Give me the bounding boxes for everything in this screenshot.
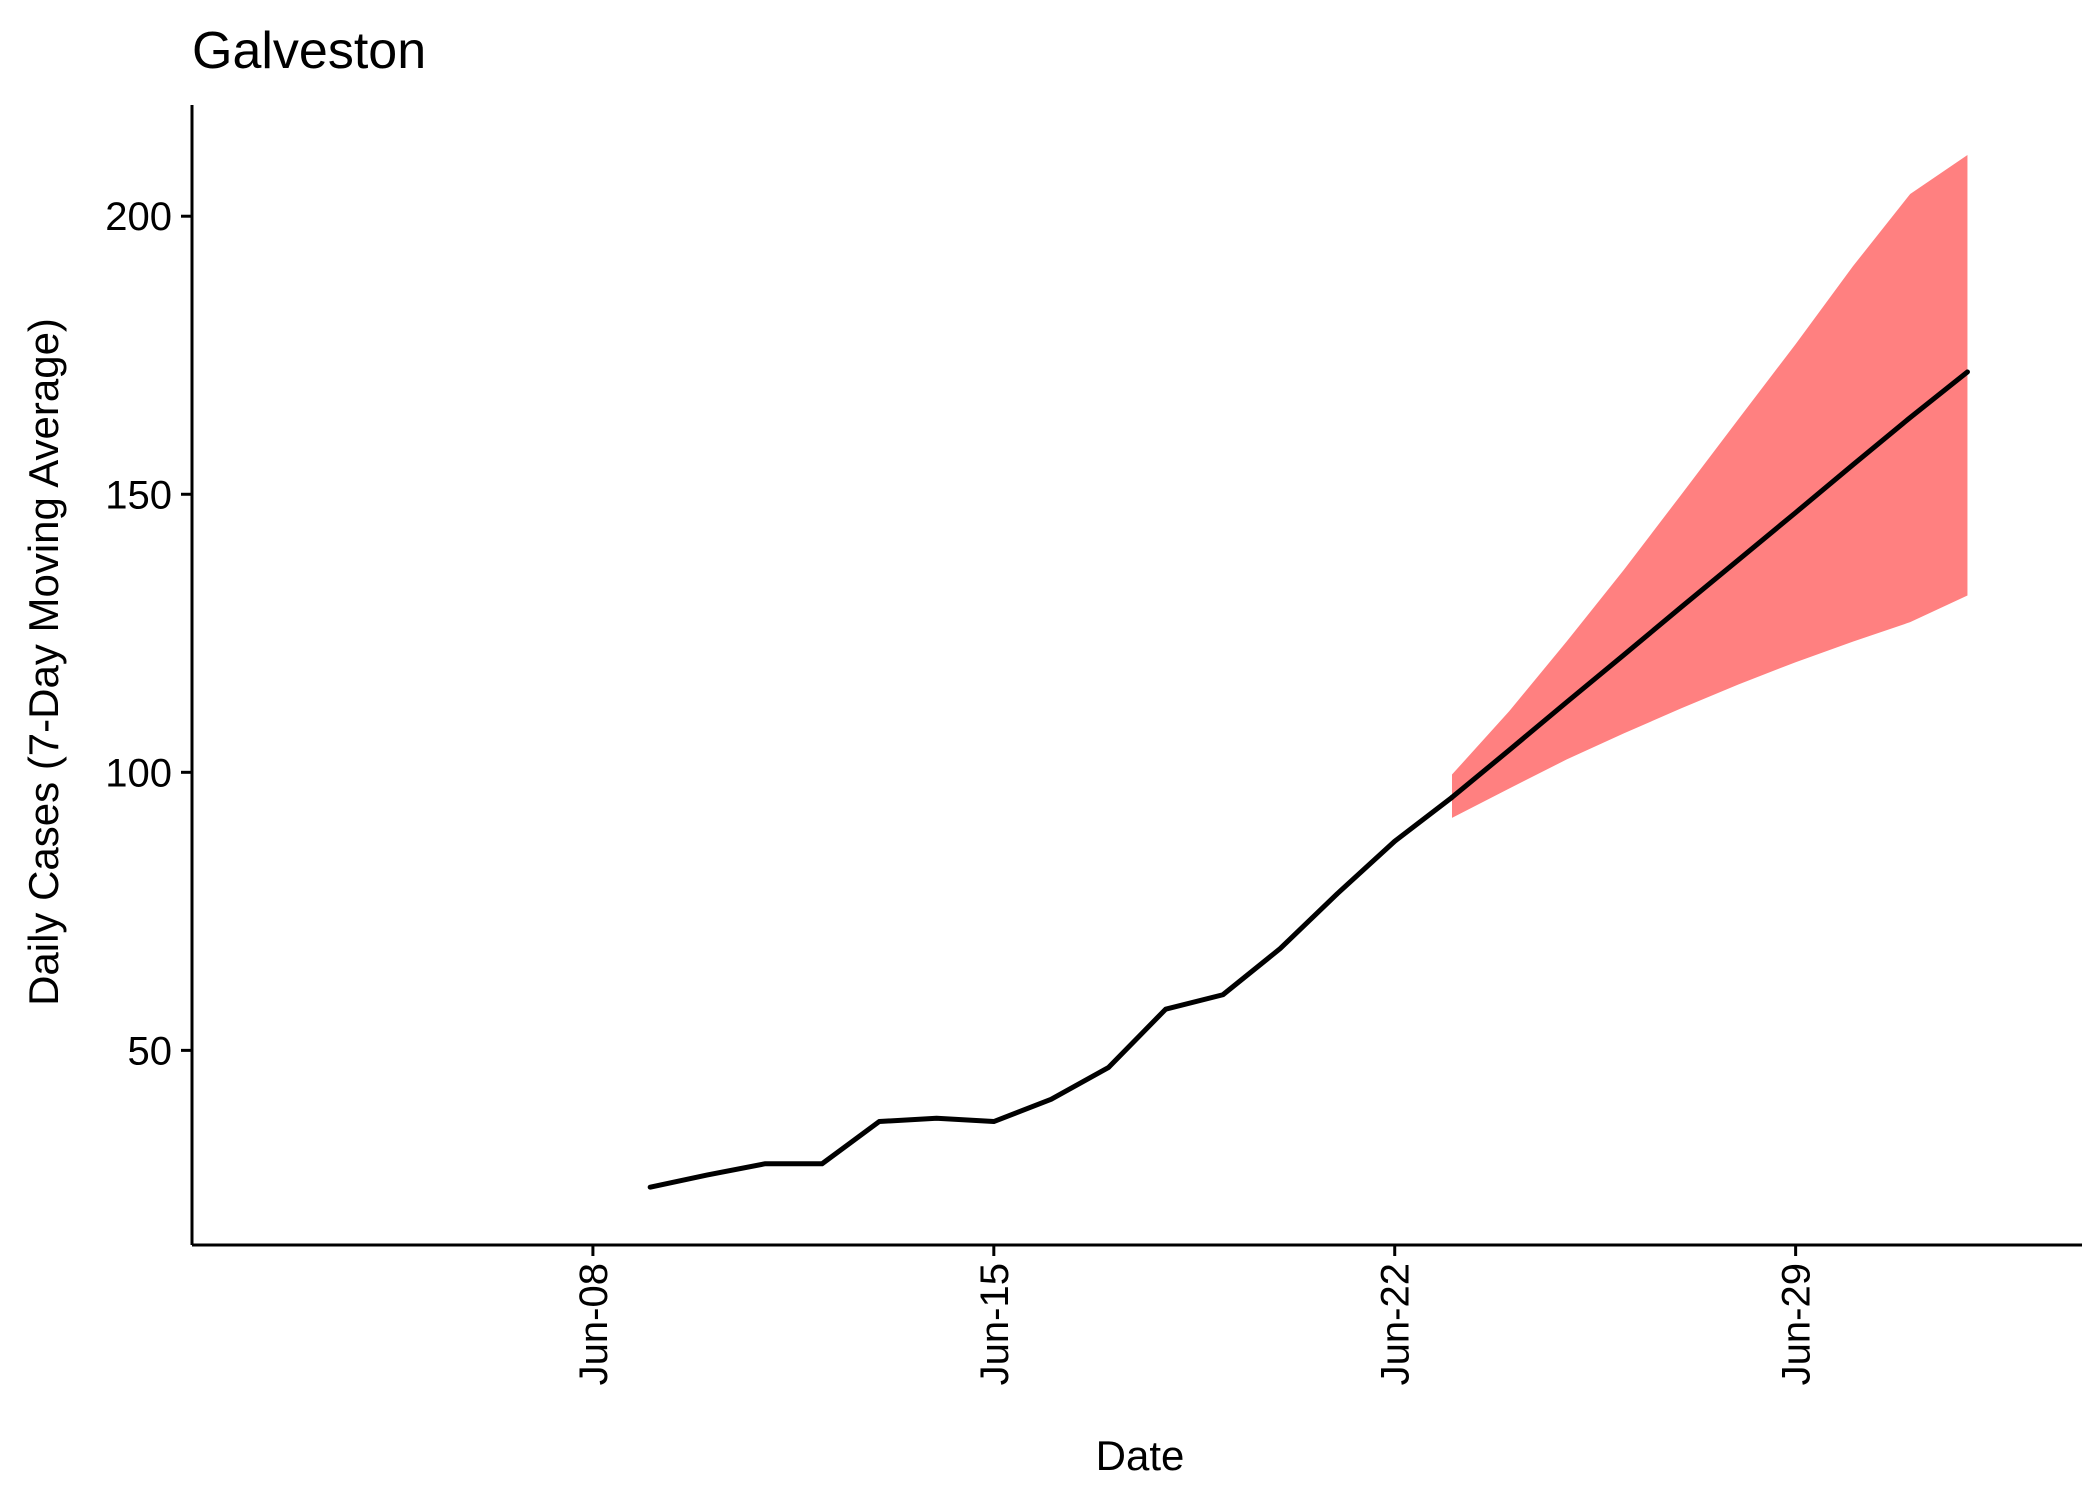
x-tick-label: Jun-15: [973, 1263, 1017, 1385]
y-tick-label: 100: [105, 751, 172, 795]
x-axis: Jun-08 Jun-15 Jun-22 Jun-29: [192, 1243, 2082, 1385]
x-tick-label: Jun-22: [1374, 1263, 1418, 1385]
y-tick-label: 150: [105, 473, 172, 517]
x-axis-label: Date: [1096, 1432, 1185, 1479]
y-tick-label: 200: [105, 195, 172, 239]
plot-area: [647, 155, 1970, 1190]
forecast-series-line: [1449, 369, 1970, 800]
y-tick-label: 50: [128, 1029, 173, 1073]
y-axis-label: Daily Cases (7-Day Moving Average): [20, 318, 67, 1006]
y-axis: 50 100 150 200: [105, 105, 194, 1245]
chart-title: Galveston: [192, 22, 426, 80]
observed-series-line: [647, 794, 1455, 1190]
forecast-interval-band: [1452, 155, 1968, 818]
x-tick-label: Jun-29: [1775, 1263, 1819, 1385]
x-tick-label: Jun-08: [572, 1263, 616, 1385]
